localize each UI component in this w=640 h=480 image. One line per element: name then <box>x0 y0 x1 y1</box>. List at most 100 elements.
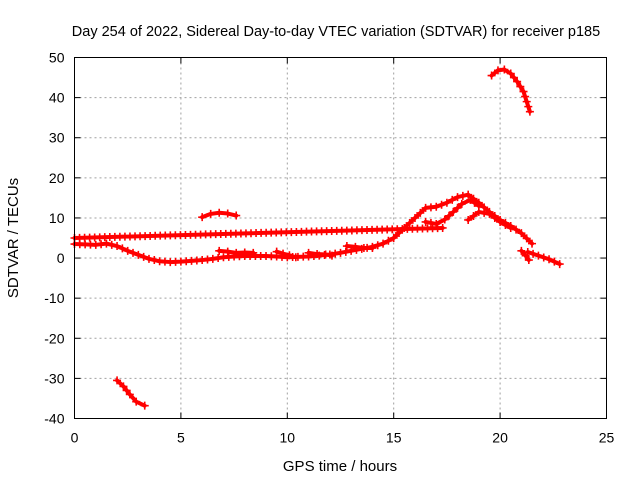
data-point <box>517 229 526 238</box>
data-point <box>442 198 451 207</box>
data-point <box>285 251 294 260</box>
series-isolated <box>70 223 447 242</box>
data-point <box>545 255 554 264</box>
data-point <box>125 390 134 399</box>
series-trace <box>274 249 298 260</box>
y-tick-label: -40 <box>44 411 64 427</box>
chart-title: Day 254 of 2022, Sidereal Day-to-day VTE… <box>72 24 600 40</box>
data-point <box>525 107 534 116</box>
data-point <box>129 248 138 257</box>
y-tick-label: 50 <box>49 50 65 66</box>
data-point <box>506 223 515 232</box>
data-point <box>405 218 414 227</box>
series-track-16-18h <box>421 195 483 228</box>
data-point <box>223 209 232 218</box>
data-point <box>509 73 518 82</box>
data-point <box>539 253 548 262</box>
data-point <box>445 211 454 220</box>
series-trace <box>344 244 375 251</box>
data-point <box>493 66 502 75</box>
data-point <box>118 244 127 253</box>
data-point <box>215 208 224 217</box>
y-tick-label: 0 <box>57 250 65 266</box>
data-point <box>440 215 449 224</box>
series-track-11-12h <box>304 248 336 260</box>
data-point <box>215 246 224 255</box>
data-point <box>214 254 223 263</box>
data-point <box>521 251 530 260</box>
axis-ticks: 0 5 10 15 20 25 -40 -30 -20 -10 0 10 20 30 40 50 <box>44 50 614 446</box>
data-point <box>469 211 478 220</box>
data-point <box>524 256 533 265</box>
data-point <box>458 191 467 200</box>
data-point <box>249 248 258 257</box>
data-point <box>485 209 494 218</box>
data-point <box>327 251 336 260</box>
data-point <box>432 202 441 211</box>
grid-lines <box>74 57 607 419</box>
data-point <box>336 248 345 257</box>
data-point <box>517 246 526 255</box>
data-point <box>373 241 382 250</box>
data-point <box>513 77 522 86</box>
data-point <box>426 218 435 227</box>
data-point <box>521 92 530 101</box>
data-point <box>500 65 509 74</box>
data-point <box>470 198 479 207</box>
data-point <box>113 242 122 251</box>
x-axis-label: GPS time / hours <box>283 458 397 475</box>
data-point <box>139 252 148 261</box>
data-point <box>107 240 116 249</box>
data-point <box>122 386 131 395</box>
data-point <box>438 223 447 232</box>
x-tick-label: 5 <box>177 430 185 446</box>
data-point <box>132 397 141 406</box>
data-point <box>550 257 559 266</box>
data-point <box>416 208 425 217</box>
data-point <box>198 213 207 222</box>
plot-frame <box>74 57 607 419</box>
data-point <box>437 200 446 209</box>
data-point <box>279 249 288 258</box>
data-point <box>464 190 473 199</box>
data-point <box>208 254 217 263</box>
series-track-9-10h <box>272 247 300 262</box>
data-point <box>528 239 537 248</box>
data-point <box>384 236 393 245</box>
x-tick-label: 25 <box>599 430 615 446</box>
series-arc-low <box>113 376 149 410</box>
x-tick-label: 10 <box>280 430 296 446</box>
y-tick-label: -30 <box>44 370 64 386</box>
y-tick-label: 40 <box>49 90 65 106</box>
series-track-19-21h <box>464 207 515 232</box>
y-tick-label: -20 <box>44 330 64 346</box>
data-point <box>480 208 489 217</box>
data-point <box>342 242 351 251</box>
data-point <box>379 239 388 248</box>
series-track-6-8h <box>215 246 258 257</box>
y-tick-label: -10 <box>44 290 64 306</box>
data-point <box>555 260 564 269</box>
data-point <box>240 248 249 257</box>
data-point <box>304 248 313 257</box>
data-point <box>487 71 496 80</box>
data-point <box>524 102 533 111</box>
y-tick-label: 10 <box>49 210 65 226</box>
data-point <box>519 87 528 96</box>
data-point <box>522 234 531 243</box>
data-point <box>529 249 538 258</box>
data-point <box>321 250 330 259</box>
series-track-13-14h <box>342 242 377 253</box>
x-tick-label: 20 <box>492 430 508 446</box>
y-tick-label: 30 <box>49 130 65 146</box>
data-point <box>449 207 458 216</box>
data-point <box>534 251 543 260</box>
data-point <box>359 244 368 253</box>
data-point <box>448 195 457 204</box>
data-point <box>123 246 132 255</box>
data-point <box>113 376 122 385</box>
series-arc-high <box>487 65 534 116</box>
data-point <box>453 193 462 202</box>
